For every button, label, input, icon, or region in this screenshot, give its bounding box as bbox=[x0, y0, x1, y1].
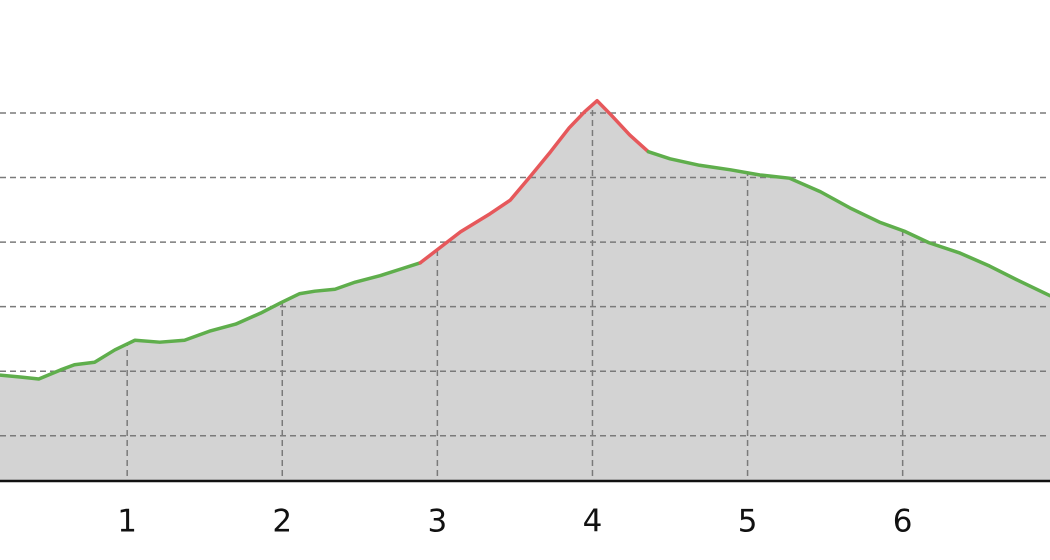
x-tick-label: 1 bbox=[117, 504, 137, 540]
x-tick-label: 7 bbox=[1048, 504, 1050, 540]
profile-line bbox=[418, 98, 651, 265]
area bbox=[0, 100, 1050, 482]
profile-line bbox=[0, 261, 423, 381]
x-tick-label: 4 bbox=[583, 504, 603, 540]
x-tick-label: 3 bbox=[428, 504, 448, 540]
x-tick-label: 2 bbox=[272, 504, 292, 540]
x-tick-label: 6 bbox=[893, 504, 913, 540]
x-tick-label: 5 bbox=[738, 504, 758, 540]
profile-line bbox=[646, 149, 1050, 298]
